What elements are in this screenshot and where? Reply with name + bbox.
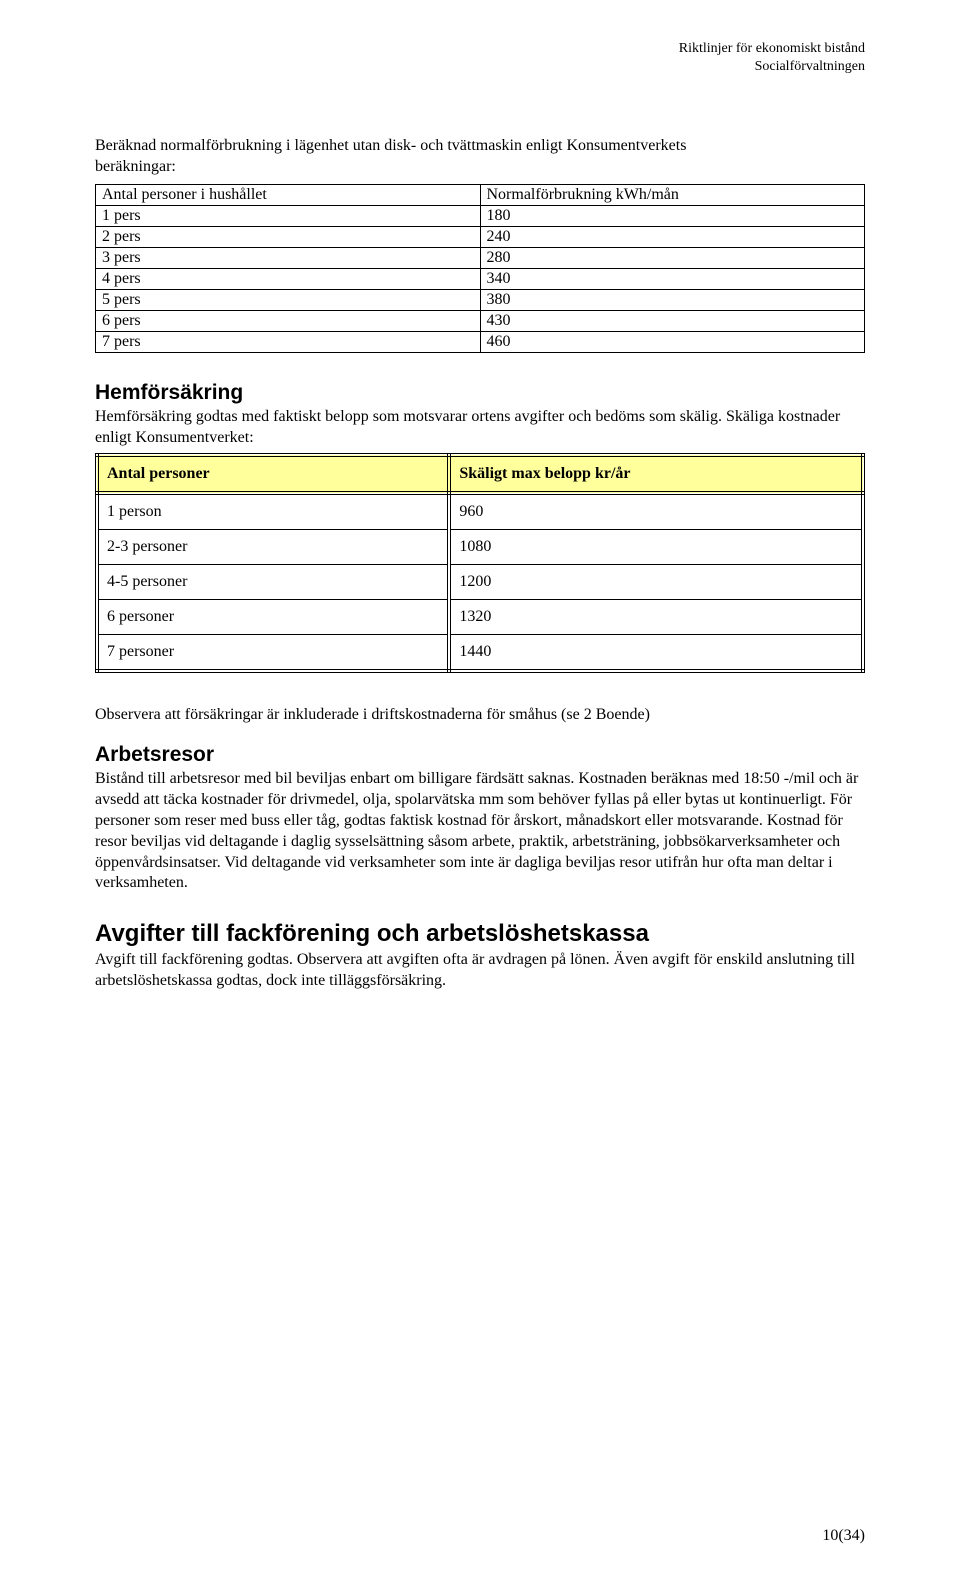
table-cell: 4-5 personer — [97, 564, 449, 599]
table-header-cell: Skäligt max belopp kr/år — [449, 455, 863, 493]
header-line-2: Socialförvaltningen — [95, 58, 865, 76]
table-header-row: Antal personer Skäligt max belopp kr/år — [97, 455, 863, 493]
table-header-cell: Normalförbrukning kWh/mån — [480, 184, 865, 205]
insurance-cost-table: Antal personer Skäligt max belopp kr/år … — [95, 453, 865, 673]
section-heading-hemforsakring: Hemförsäkring — [95, 381, 865, 405]
table-row: 1 person960 — [97, 493, 863, 530]
consumption-table: Antal personer i hushållet Normalförbruk… — [95, 184, 865, 353]
table-row: Antal personer i hushållet Normalförbruk… — [96, 184, 865, 205]
section-heading-avgifter: Avgifter till fackförening och arbetslös… — [95, 920, 865, 948]
table-cell: 7 pers — [96, 331, 481, 352]
table-cell: 380 — [480, 289, 865, 310]
table-cell: 960 — [449, 493, 863, 530]
avgifter-paragraph: Avgift till fackförening godtas. Observe… — [95, 950, 865, 992]
table-cell: 1 pers — [96, 205, 481, 226]
table-cell: 340 — [480, 268, 865, 289]
table-cell: 1200 — [449, 564, 863, 599]
table-header-cell: Antal personer — [97, 455, 449, 493]
observera-paragraph: Observera att försäkringar är inkluderad… — [95, 705, 865, 726]
hemforsakring-paragraph: Hemförsäkring godtas med faktiskt belopp… — [95, 407, 865, 449]
table-row: 3 pers280 — [96, 247, 865, 268]
table-cell: 180 — [480, 205, 865, 226]
table-cell: 4 pers — [96, 268, 481, 289]
table-row: 4-5 personer1200 — [97, 564, 863, 599]
table-cell: 7 personer — [97, 634, 449, 671]
header-meta: Riktlinjer för ekonomiskt bistånd Social… — [95, 40, 865, 76]
table-cell: 1080 — [449, 529, 863, 564]
table-row: 5 pers380 — [96, 289, 865, 310]
arbetsresor-paragraph: Bistånd till arbetsresor med bil bevilja… — [95, 769, 865, 894]
page-number: 10(34) — [822, 1527, 865, 1545]
table-header-cell: Antal personer i hushållet — [96, 184, 481, 205]
document-page: Riktlinjer för ekonomiskt bistånd Social… — [0, 0, 960, 1585]
table-row: 7 pers460 — [96, 331, 865, 352]
intro-line-2: beräkningar: — [95, 158, 176, 175]
table-cell: 1 person — [97, 493, 449, 530]
table-cell: 6 pers — [96, 310, 481, 331]
table-cell: 280 — [480, 247, 865, 268]
table-cell: 3 pers — [96, 247, 481, 268]
section-heading-arbetsresor: Arbetsresor — [95, 743, 865, 767]
table-cell: 2 pers — [96, 226, 481, 247]
header-line-1: Riktlinjer för ekonomiskt bistånd — [95, 40, 865, 58]
table-row: 2-3 personer1080 — [97, 529, 863, 564]
intro-text: Beräknad normalförbrukning i lägenhet ut… — [95, 136, 865, 178]
table-cell: 1440 — [449, 634, 863, 671]
intro-line-1: Beräknad normalförbrukning i lägenhet ut… — [95, 137, 686, 154]
table-cell: 240 — [480, 226, 865, 247]
table-cell: 2-3 personer — [97, 529, 449, 564]
table-row: 6 personer1320 — [97, 599, 863, 634]
table-row: 6 pers430 — [96, 310, 865, 331]
table-row: 4 pers340 — [96, 268, 865, 289]
table-cell: 5 pers — [96, 289, 481, 310]
table-cell: 430 — [480, 310, 865, 331]
table-row: 7 personer1440 — [97, 634, 863, 671]
table-cell: 460 — [480, 331, 865, 352]
table-cell: 6 personer — [97, 599, 449, 634]
table-cell: 1320 — [449, 599, 863, 634]
table-row: 1 pers180 — [96, 205, 865, 226]
table-row: 2 pers240 — [96, 226, 865, 247]
